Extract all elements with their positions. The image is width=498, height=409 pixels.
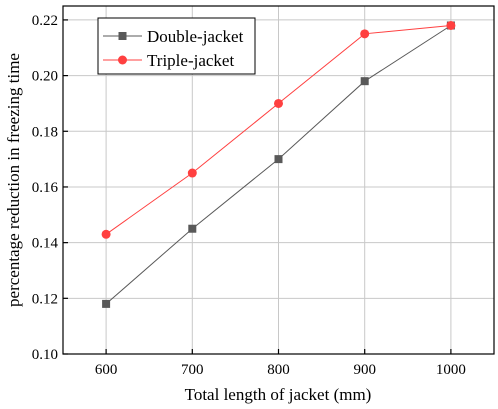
- legend-label: Triple-jacket: [147, 51, 234, 70]
- legend-box: [97, 17, 256, 75]
- data-point-circle: [187, 168, 197, 178]
- data-point-square: [274, 155, 283, 164]
- legend-marker-circle: [118, 55, 127, 65]
- x-tick-label: 800: [267, 362, 290, 378]
- y-tick-label: 0.16: [32, 180, 59, 196]
- x-axis-title: Total length of jacket (mm): [185, 385, 372, 404]
- y-tick-label: 0.20: [32, 69, 58, 85]
- series: [101, 20, 456, 308]
- x-tick-label: 600: [95, 362, 118, 378]
- x-tick-label: 900: [353, 362, 376, 378]
- legend-label: Double-jacket: [147, 27, 244, 46]
- x-tick-label: 1000: [436, 362, 466, 378]
- y-tick-label: 0.12: [32, 291, 58, 307]
- y-tick-label: 0.10: [32, 347, 58, 363]
- data-point-circle: [274, 98, 283, 108]
- data-point-square: [188, 224, 197, 233]
- x-tick-label: 700: [181, 362, 204, 378]
- y-tick-label: 0.14: [32, 236, 59, 252]
- legend: Double-jacket Triple-jacket: [97, 17, 256, 75]
- data-point-square: [360, 77, 369, 86]
- data-point-square: [102, 299, 111, 308]
- data-point-circle: [360, 29, 370, 39]
- data-point-circle: [446, 20, 456, 30]
- y-tick-label: 0.22: [32, 13, 58, 29]
- legend-marker-square: [118, 32, 127, 40]
- y-axis-title: percentage reduction in freezing time: [4, 53, 23, 307]
- data-point-circle: [101, 229, 111, 239]
- y-tick-label: 0.18: [32, 124, 58, 140]
- ticks: 600 700 800 900 1000 0.10 0.12 0.14 0.16 0.18 0.20…: [32, 13, 466, 378]
